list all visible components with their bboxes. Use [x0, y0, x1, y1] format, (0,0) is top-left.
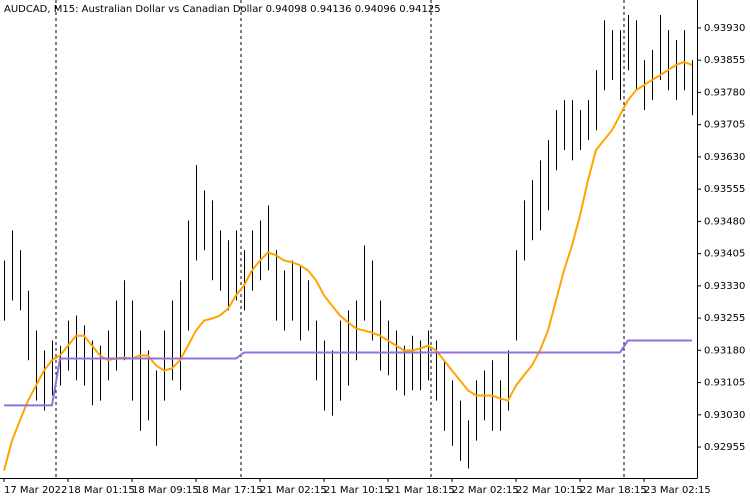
y-tick-label: 0.93255	[704, 313, 745, 324]
y-tick-label: 0.93930	[704, 23, 745, 34]
y-tick-label: 0.93855	[704, 55, 745, 66]
y-tick-label: 0.93630	[704, 152, 745, 163]
x-tick-label: 22 Mar 18:15	[580, 485, 647, 496]
x-tick-label: 22 Mar 02:15	[452, 485, 519, 496]
x-tick-label: 23 Mar 02:15	[644, 485, 711, 496]
x-tick-label: 21 Mar 02:15	[260, 485, 327, 496]
x-tick-label: 18 Mar 09:15	[132, 485, 199, 496]
x-tick-label: 18 Mar 01:15	[68, 485, 135, 496]
y-tick-label: 0.92955	[704, 442, 745, 453]
x-tick-label: 22 Mar 10:15	[516, 485, 583, 496]
x-tick-label: 17 Mar 2022	[4, 485, 67, 496]
chart-title: AUDCAD, M15: Australian Dollar vs Canadi…	[4, 4, 441, 15]
x-tick-label: 21 Mar 10:15	[324, 485, 391, 496]
x-tick-label: 18 Mar 17:15	[196, 485, 263, 496]
y-tick-label: 0.93780	[704, 87, 745, 98]
y-tick-label: 0.93480	[704, 216, 745, 227]
y-tick-label: 0.93180	[704, 345, 745, 356]
y-tick-label: 0.93330	[704, 281, 745, 292]
y-tick-label: 0.93555	[704, 184, 745, 195]
y-tick-label: 0.93405	[704, 249, 745, 260]
y-tick-label: 0.93705	[704, 120, 745, 131]
indicator-line	[4, 339, 692, 407]
y-tick-label: 0.93030	[704, 410, 745, 421]
y-tick-label: 0.93105	[704, 378, 745, 389]
x-tick-label: 21 Mar 18:15	[388, 485, 455, 496]
